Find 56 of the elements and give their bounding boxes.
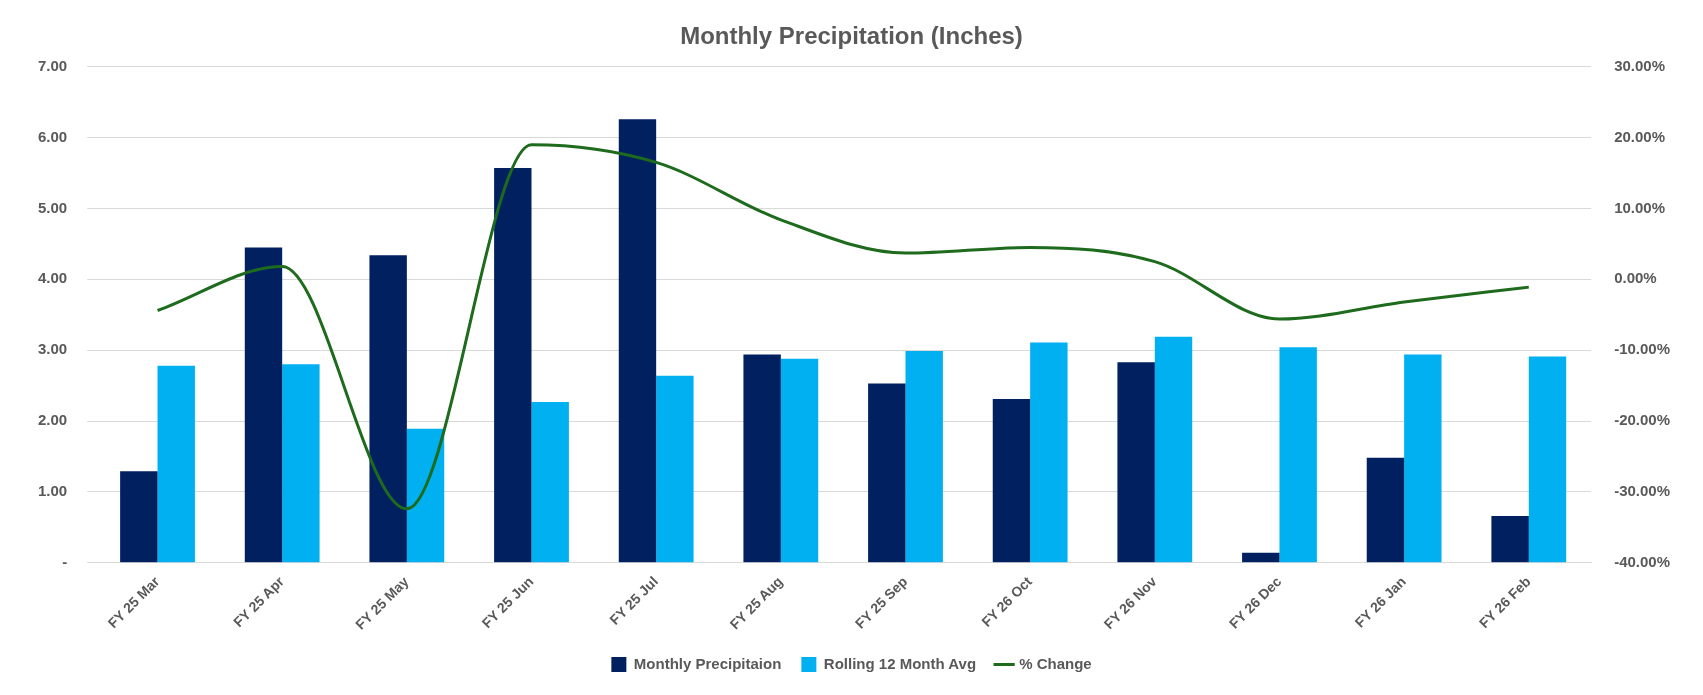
y-tick-label: - <box>62 552 68 570</box>
line-series <box>156 143 1531 511</box>
bar <box>1154 336 1193 563</box>
y2-tick-label: -40.00% <box>1614 552 1671 570</box>
x-tick-label: FY 26 Oct <box>978 572 1036 630</box>
legend-label: Rolling 12 Month Avg <box>823 654 977 672</box>
bar <box>780 358 819 563</box>
y-tick-label: 2.00 <box>37 411 68 429</box>
bar <box>656 375 694 563</box>
bar <box>992 399 1031 563</box>
bar <box>905 350 943 563</box>
bar <box>1366 457 1405 563</box>
legend-label: Monthly Precipitaion <box>633 654 782 672</box>
bar <box>494 168 532 563</box>
y2-tick-label: 30.00% <box>1614 56 1666 74</box>
x-tick-label: FY 26 Jan <box>1351 573 1409 631</box>
bar <box>406 428 445 563</box>
bar <box>1279 347 1317 563</box>
bar <box>120 471 158 563</box>
y2-tick-label: -20.00% <box>1614 411 1671 429</box>
bar <box>743 354 781 563</box>
legend-label: % Change <box>1019 654 1092 672</box>
bar <box>1117 362 1155 563</box>
x-tick-label: FY 25 Sep <box>851 573 911 632</box>
bar <box>618 119 657 563</box>
y-tick-label: 5.00 <box>37 198 68 216</box>
x-tick-label: FY 26 Dec <box>1225 573 1285 632</box>
x-tick-label: FY 26 Nov <box>1100 573 1160 633</box>
bar <box>157 365 195 563</box>
bar <box>531 401 569 563</box>
y2-tick-label: -10.00% <box>1614 340 1671 358</box>
y2-tick-label: 20.00% <box>1614 127 1666 145</box>
bar <box>868 383 906 563</box>
bar <box>1030 342 1068 563</box>
x-tick-label: FY 25 Apr <box>230 572 288 631</box>
bar <box>282 364 320 563</box>
bar <box>1528 356 1567 563</box>
x-tick-label: FY 26 Feb <box>1475 573 1534 632</box>
x-tick-label: FY 25 Aug <box>726 573 786 633</box>
x-tick-label: FY 25 Jun <box>478 573 537 632</box>
bar <box>1491 515 1529 563</box>
bar <box>1404 354 1442 563</box>
bar <box>1242 552 1280 563</box>
bar <box>244 247 283 563</box>
y-tick-label: 1.00 <box>37 482 68 499</box>
y-tick-label: 3.00 <box>37 340 68 358</box>
chart-title: Monthly Precipitation (Inches) <box>680 22 1023 50</box>
x-tick-label: FY 25 Jul <box>606 573 662 628</box>
y-tick-label: 4.00 <box>37 269 68 287</box>
y2-tick-label: -30.00% <box>1614 482 1671 499</box>
y-tick-label: 6.00 <box>37 127 68 145</box>
y2-tick-label: 10.00% <box>1614 198 1666 216</box>
y2-tick-label: 0.00% <box>1614 269 1657 287</box>
x-tick-label: FY 25 Mar <box>104 572 163 632</box>
y-tick-label: 7.00 <box>37 56 68 74</box>
bar <box>369 255 407 563</box>
